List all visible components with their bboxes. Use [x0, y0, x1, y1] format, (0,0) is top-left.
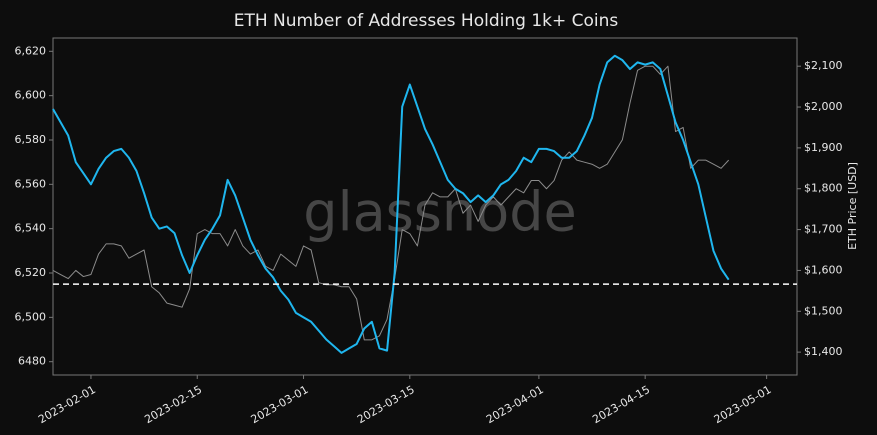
y2-axis-label: ETH Price [USD]	[846, 162, 859, 250]
y-tick-label: 6,620	[15, 44, 47, 57]
series-line	[52, 65, 730, 341]
y2-tick-label: $2,000	[804, 100, 843, 113]
watermark: glassnode	[303, 181, 576, 244]
plot-frame	[52, 37, 798, 376]
y-tick-label: 6480	[18, 355, 46, 368]
series-line	[52, 54, 730, 354]
y-tick-label: 6,560	[15, 177, 47, 190]
chart-title: ETH Number of Addresses Holding 1k+ Coin…	[234, 11, 619, 31]
y-tick-label: 6,580	[15, 133, 47, 146]
y2-tick-label: $1,800	[804, 182, 843, 195]
y-tick-label: 6,600	[15, 89, 47, 102]
y2-tick-label: $2,100	[804, 59, 843, 72]
y-tick-label: 6,540	[15, 222, 47, 235]
y2-tick-label: $1,600	[804, 263, 843, 276]
y2-tick-label: $1,500	[804, 304, 843, 317]
y-tick-label: 6,500	[15, 310, 47, 323]
y2-tick-label: $1,400	[804, 345, 843, 358]
y-tick-label: 6,520	[15, 266, 47, 279]
y2-tick-label: $1,900	[804, 141, 843, 154]
y2-tick-label: $1,700	[804, 223, 843, 236]
